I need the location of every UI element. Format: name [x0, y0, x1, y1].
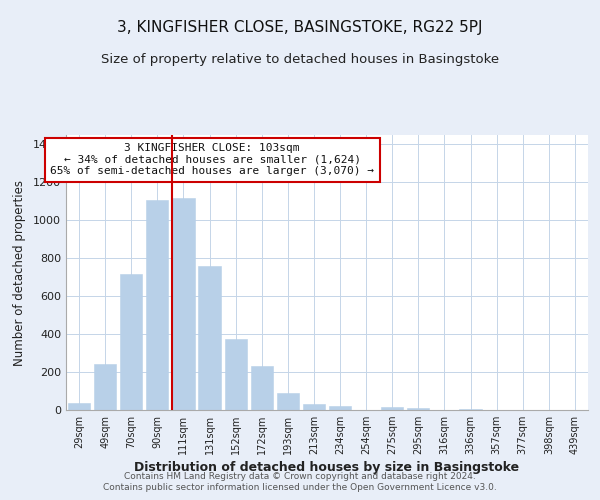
Bar — [94, 364, 116, 410]
Bar — [303, 404, 325, 410]
Bar — [146, 200, 169, 410]
Bar — [329, 406, 351, 410]
Text: Contains public sector information licensed under the Open Government Licence v3: Contains public sector information licen… — [103, 484, 497, 492]
Bar — [224, 339, 247, 410]
Text: 3, KINGFISHER CLOSE, BASINGSTOKE, RG22 5PJ: 3, KINGFISHER CLOSE, BASINGSTOKE, RG22 5… — [117, 20, 483, 35]
Bar — [277, 393, 299, 410]
X-axis label: Distribution of detached houses by size in Basingstoke: Distribution of detached houses by size … — [134, 462, 520, 474]
Text: Contains HM Land Registry data © Crown copyright and database right 2024.: Contains HM Land Registry data © Crown c… — [124, 472, 476, 481]
Bar — [120, 274, 142, 410]
Bar — [251, 366, 273, 410]
Bar — [460, 409, 482, 410]
Text: Size of property relative to detached houses in Basingstoke: Size of property relative to detached ho… — [101, 52, 499, 66]
Y-axis label: Number of detached properties: Number of detached properties — [13, 180, 26, 366]
Text: 3 KINGFISHER CLOSE: 103sqm
← 34% of detached houses are smaller (1,624)
65% of s: 3 KINGFISHER CLOSE: 103sqm ← 34% of deta… — [50, 143, 374, 176]
Bar — [407, 408, 430, 410]
Bar — [199, 266, 221, 410]
Bar — [381, 407, 403, 410]
Bar — [68, 404, 90, 410]
Bar — [172, 198, 194, 410]
